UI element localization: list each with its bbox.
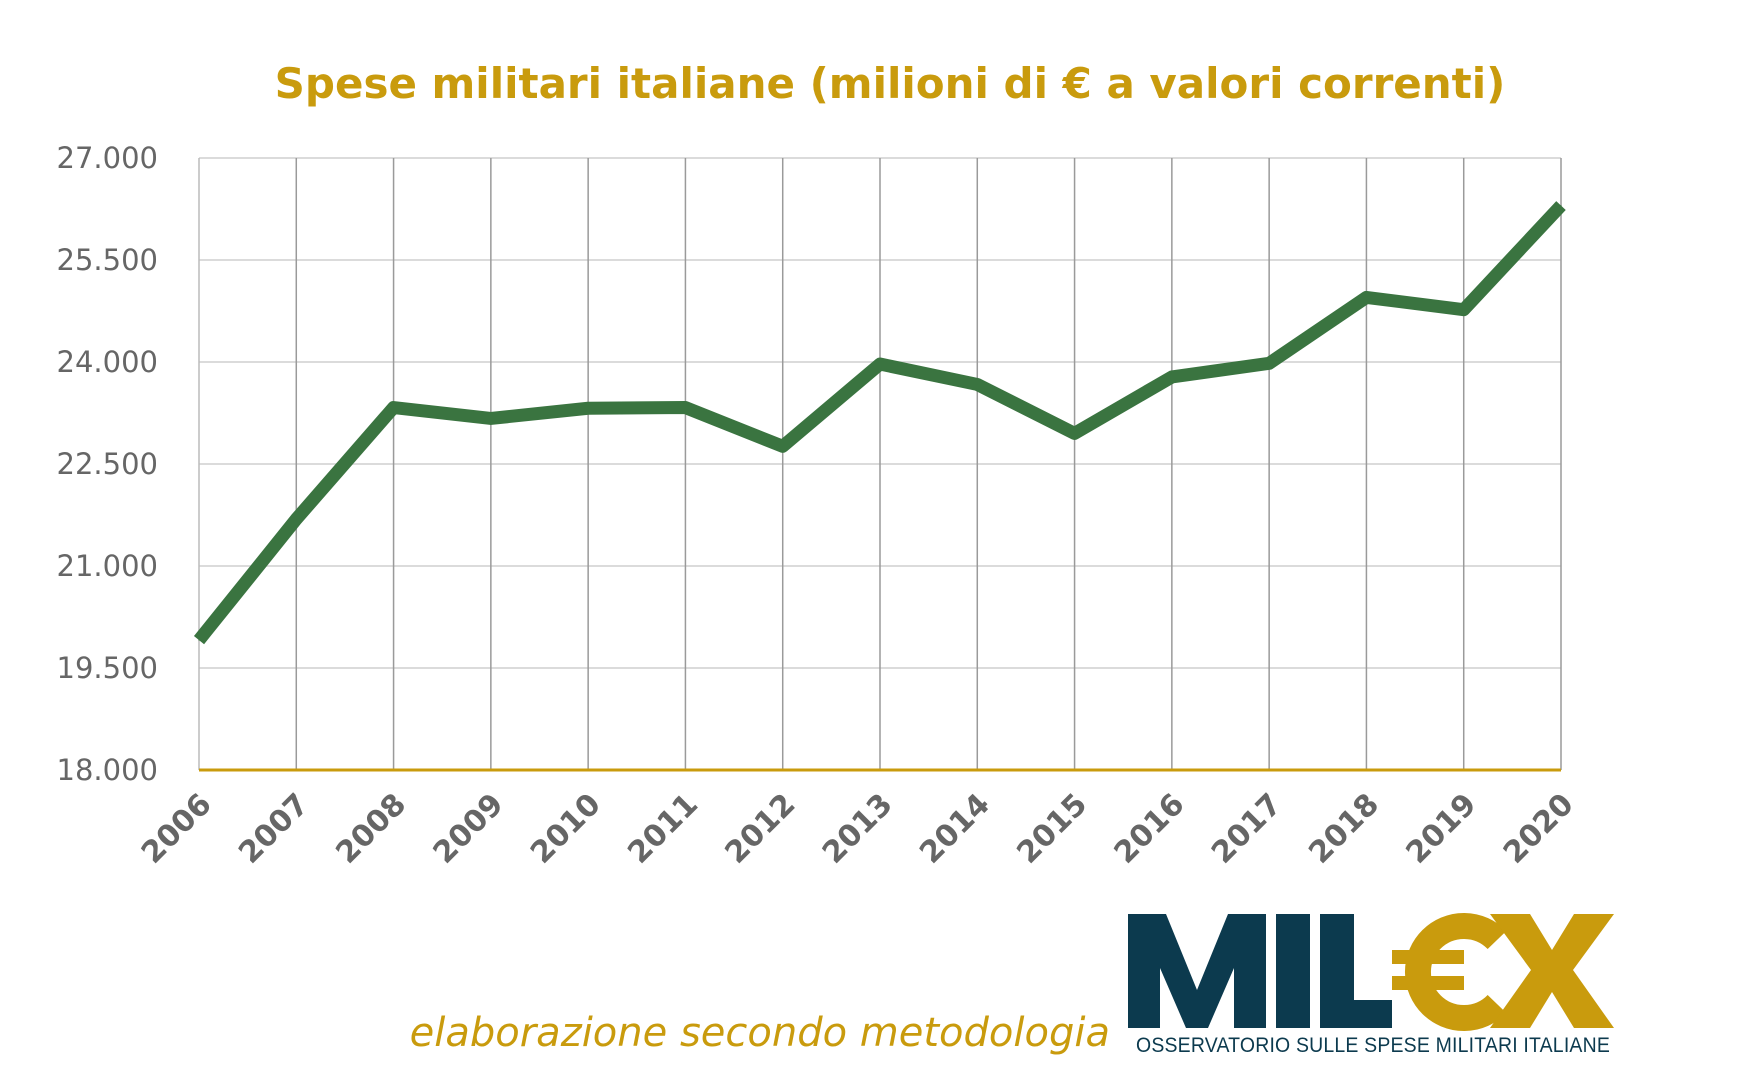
vertical-gridlines: [198, 158, 1562, 770]
y-axis-tick-labels: 18.000 19.500 21.000 22.500 24.000 25.500 27.0…: [57, 141, 158, 787]
data-point: [782, 445, 784, 447]
x-tick-label: 2017: [1205, 787, 1289, 871]
milex-logo: OSSERVATORIO SULLE SPESE MILITARI ITALIA…: [1128, 913, 1614, 1057]
logo-letter-m: [1128, 914, 1266, 1028]
logo-euro-symbol: [1392, 913, 1507, 1031]
x-tick-label: 2018: [1302, 787, 1386, 871]
data-point: [976, 383, 978, 385]
x-tick-label: 2011: [621, 787, 705, 871]
data-point: [587, 407, 589, 409]
x-tick-label: 2008: [329, 787, 413, 871]
x-tick-label: 2015: [1010, 787, 1094, 871]
x-tick-label: 2014: [913, 787, 997, 871]
logo-subtitle: OSSERVATORIO SULLE SPESE MILITARI ITALIA…: [1136, 1034, 1610, 1057]
data-point: [879, 363, 881, 365]
data-point: [1171, 376, 1173, 378]
data-point: [1463, 309, 1465, 311]
y-tick-label: 24.000: [57, 345, 158, 379]
data-point: [393, 407, 395, 409]
logo-letter-i: [1276, 914, 1310, 1028]
data-point: [295, 518, 297, 520]
logo-letter-l: [1320, 914, 1392, 1028]
x-tick-label: 2016: [1108, 787, 1192, 871]
y-tick-label: 27.000: [57, 141, 158, 175]
x-tick-label: 2007: [232, 787, 316, 871]
data-point: [490, 417, 492, 419]
x-tick-label: 2010: [524, 787, 608, 871]
y-tick-label: 21.000: [57, 549, 158, 583]
y-tick-label: 19.500: [57, 651, 158, 685]
data-point: [1365, 296, 1367, 298]
series-group: [193, 201, 1566, 645]
y-tick-label: 25.500: [57, 243, 158, 277]
x-tick-label: 2020: [1497, 787, 1581, 871]
data-point: [1560, 205, 1562, 207]
data-point: [198, 639, 200, 641]
x-axis-tick-labels: 2006 2007 2008 2009 2010 2011 2012 2013 2014 2015…: [135, 787, 1581, 871]
x-tick-label: 2006: [135, 787, 219, 871]
x-tick-label: 2019: [1400, 787, 1484, 871]
data-point: [1074, 432, 1076, 434]
data-point: [684, 407, 686, 409]
x-tick-label: 2013: [816, 787, 900, 871]
y-tick-label: 18.000: [57, 753, 158, 787]
logo-letter-x: [1490, 914, 1614, 1028]
data-point: [1268, 362, 1270, 364]
x-tick-label: 2012: [719, 787, 803, 871]
footer-note: elaborazione secondo metodologia: [410, 1010, 1110, 1056]
chart-title: Spese militari italiane (milioni di € a …: [275, 59, 1506, 108]
x-tick-label: 2009: [427, 787, 511, 871]
y-tick-label: 22.500: [57, 447, 158, 481]
